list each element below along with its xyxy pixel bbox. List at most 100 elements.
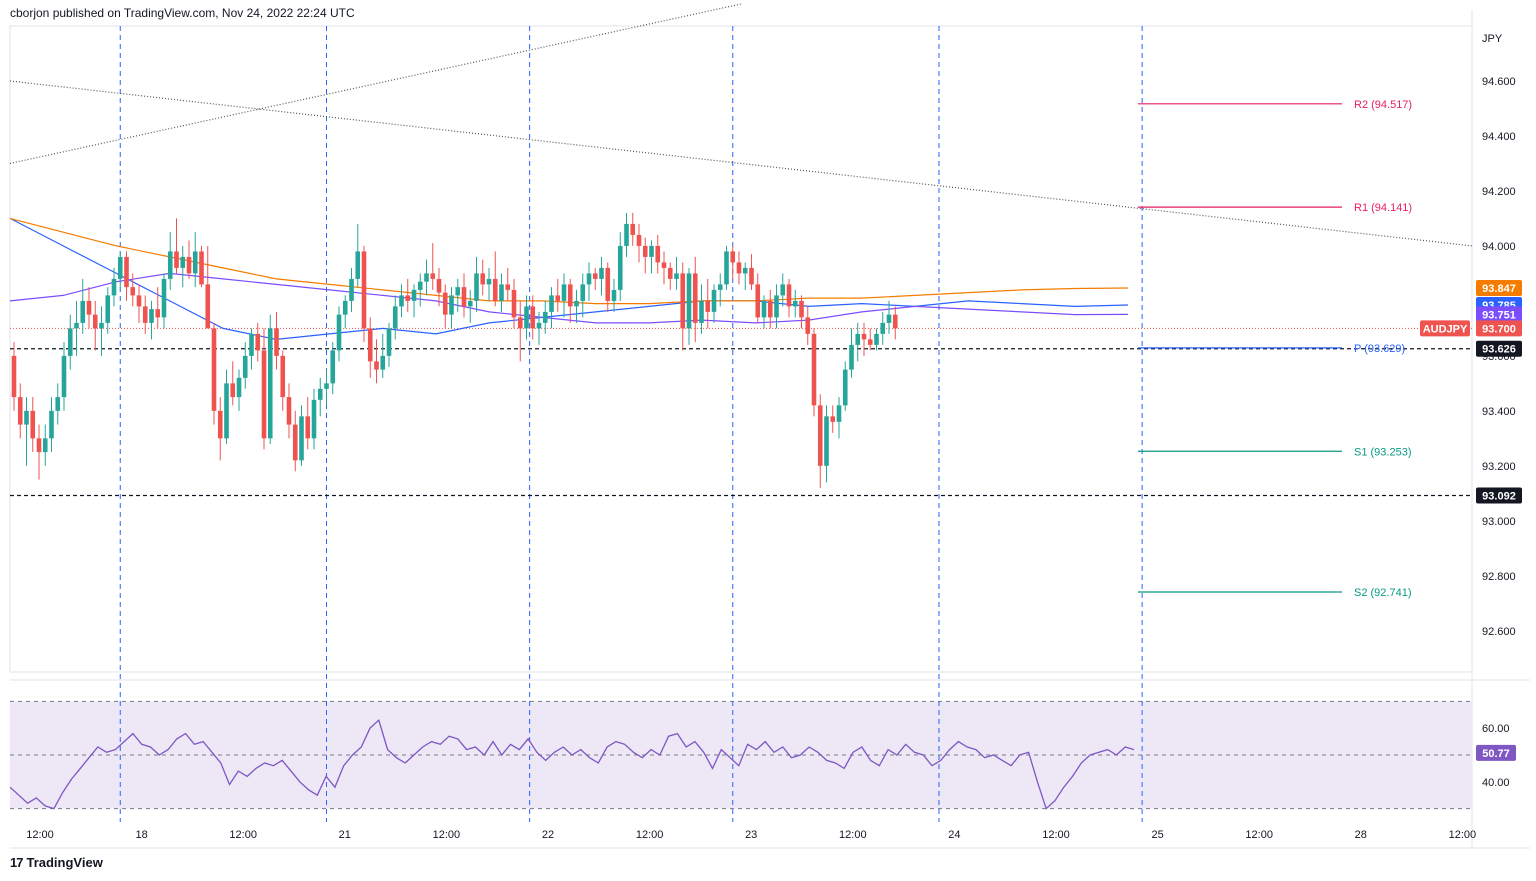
candle-body[interactable] [117, 256, 123, 279]
candle-body[interactable] [467, 300, 473, 307]
candle-body[interactable] [799, 300, 804, 318]
candle-body[interactable] [874, 333, 879, 345]
candle-body[interactable] [642, 245, 648, 257]
candle-body[interactable] [680, 273, 686, 329]
candle-body[interactable] [280, 355, 286, 398]
candle-body[interactable] [511, 289, 517, 318]
candle-body[interactable] [299, 416, 304, 461]
candle-body[interactable] [11, 355, 17, 398]
candle-body[interactable] [267, 328, 273, 439]
candle-body[interactable] [499, 284, 504, 301]
candle-body[interactable] [667, 267, 673, 279]
candle-body[interactable] [486, 278, 492, 285]
candle-body[interactable] [455, 287, 461, 296]
candle-body[interactable] [149, 309, 154, 323]
candle-body[interactable] [261, 350, 267, 439]
candle-body[interactable] [580, 284, 586, 301]
candle-body[interactable] [405, 295, 411, 301]
candle-body[interactable] [336, 314, 342, 351]
candle-body[interactable] [767, 300, 773, 318]
candle-body[interactable] [561, 284, 567, 301]
tradingview-logo[interactable]: 17 TradingView [10, 855, 103, 870]
candle-body[interactable] [711, 289, 717, 312]
candle-body[interactable] [205, 284, 211, 329]
candle-body[interactable] [155, 309, 161, 318]
candle-body[interactable] [817, 405, 823, 466]
candle-body[interactable] [292, 424, 298, 461]
candle-body[interactable] [861, 333, 867, 340]
candle-body[interactable] [24, 410, 29, 425]
candle-body[interactable] [724, 251, 729, 285]
candle-body[interactable] [355, 251, 361, 279]
candle-body[interactable] [317, 388, 323, 400]
candle-body[interactable] [555, 295, 561, 301]
candle-body[interactable] [86, 300, 92, 315]
candle-body[interactable] [430, 273, 436, 279]
candle-body[interactable] [242, 355, 248, 378]
candle-body[interactable] [324, 383, 329, 389]
candle-body[interactable] [792, 300, 798, 307]
candle-body[interactable] [42, 438, 48, 453]
candle-body[interactable] [217, 410, 223, 439]
candle-body[interactable] [517, 317, 523, 329]
candle-body[interactable] [461, 287, 467, 307]
candle-body[interactable] [736, 262, 742, 274]
candle-body[interactable] [886, 314, 892, 323]
candle-body[interactable] [649, 245, 654, 257]
candle-body[interactable] [167, 251, 173, 279]
candle-body[interactable] [99, 322, 104, 329]
candle-body[interactable] [549, 295, 554, 312]
candle-body[interactable] [836, 405, 842, 422]
candle-body[interactable] [442, 292, 448, 315]
candle-body[interactable] [174, 251, 179, 268]
candle-body[interactable] [742, 267, 748, 274]
candle-body[interactable] [867, 339, 873, 345]
candle-body[interactable] [492, 278, 498, 301]
candle-body[interactable] [586, 273, 592, 285]
candle-body[interactable] [674, 273, 679, 279]
candle-body[interactable] [636, 234, 642, 246]
candle-body[interactable] [361, 251, 367, 329]
candle-body[interactable] [530, 306, 536, 329]
candle-body[interactable] [599, 267, 604, 279]
candle-body[interactable] [480, 273, 486, 285]
candle-body[interactable] [236, 377, 242, 398]
candle-body[interactable] [186, 256, 192, 274]
candle-body[interactable] [542, 311, 548, 323]
candle-body[interactable] [349, 278, 354, 301]
candle-body[interactable] [30, 410, 36, 439]
candle-body[interactable] [824, 416, 829, 466]
candle-body[interactable] [36, 438, 42, 453]
candle-body[interactable] [330, 350, 336, 384]
candle-body[interactable] [780, 284, 786, 296]
candle-body[interactable] [805, 317, 811, 334]
candle-body[interactable] [605, 267, 611, 301]
candle-body[interactable] [255, 333, 261, 351]
candle-body[interactable] [367, 328, 373, 362]
candle-body[interactable] [55, 397, 61, 411]
candle-body[interactable] [230, 383, 236, 398]
candle-body[interactable] [311, 399, 317, 439]
candle-body[interactable] [92, 314, 98, 329]
candle-body[interactable] [111, 278, 117, 296]
candle-body[interactable] [855, 333, 861, 345]
candle-body[interactable] [617, 245, 623, 290]
candle-body[interactable] [80, 300, 86, 323]
candle-body[interactable] [761, 300, 767, 318]
candle-body[interactable] [449, 295, 454, 315]
candle-body[interactable] [192, 251, 198, 274]
candle-body[interactable] [49, 410, 54, 439]
candle-body[interactable] [661, 262, 667, 268]
candle-body[interactable] [567, 284, 573, 307]
candle-body[interactable] [249, 333, 254, 356]
candle-body[interactable] [105, 295, 111, 323]
candle-body[interactable] [274, 328, 279, 356]
candle-body[interactable] [180, 256, 186, 268]
candle-body[interactable] [830, 416, 836, 422]
candle-body[interactable] [211, 328, 217, 411]
candle-body[interactable] [386, 328, 392, 356]
candle-body[interactable] [611, 289, 617, 301]
candle-body[interactable] [655, 245, 661, 263]
candle-body[interactable] [755, 284, 761, 318]
